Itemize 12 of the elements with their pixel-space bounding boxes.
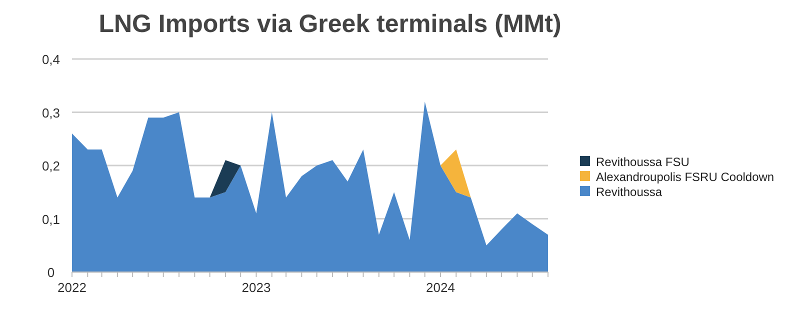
legend-label: Alexandroupolis FSRU Cooldown <box>596 170 774 184</box>
y-tick-label: 0,3 <box>42 105 60 120</box>
y-tick-label: 0 <box>47 265 55 280</box>
y-tick-label: 0,1 <box>42 212 60 227</box>
chart-title: LNG Imports via Greek terminals (MMt) <box>98 10 562 38</box>
legend-label: Revithoussa <box>596 185 662 199</box>
legend-label: Revithoussa FSU <box>596 155 690 169</box>
y-tick-label: 0,4 <box>42 52 60 67</box>
x-tick-label: 2022 <box>58 280 86 295</box>
x-tick-label: 2023 <box>242 280 271 295</box>
x-tick-label: 2024 <box>426 280 455 295</box>
y-tick-label: 0,2 <box>42 158 60 174</box>
